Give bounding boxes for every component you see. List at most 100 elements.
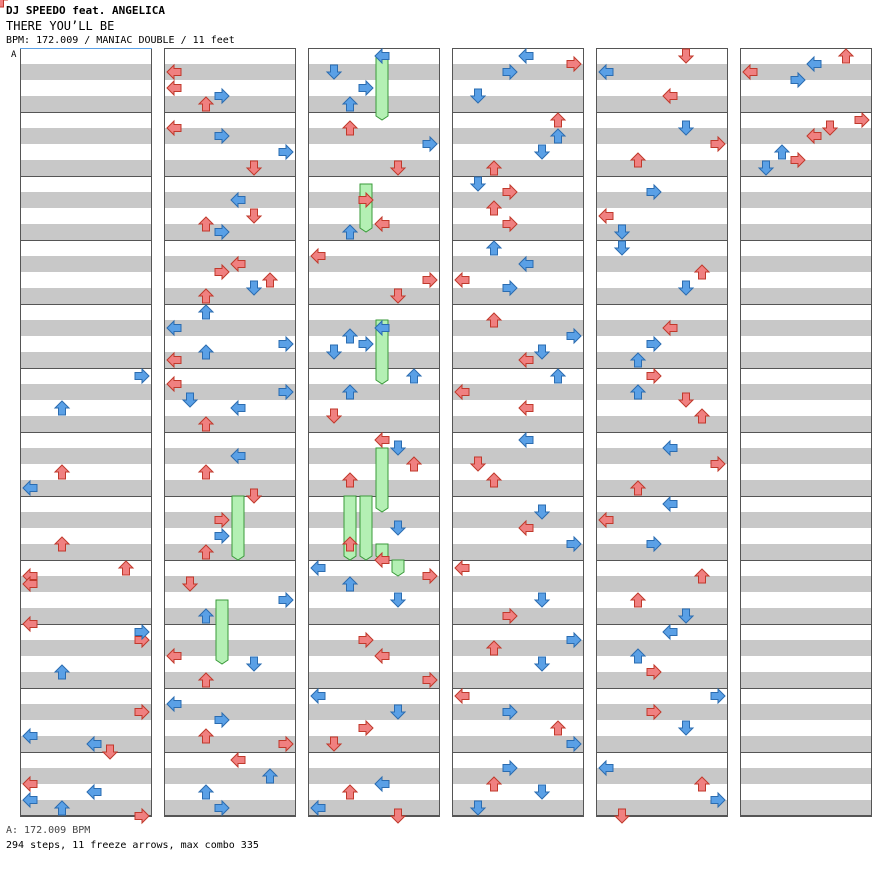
step-arrow — [629, 352, 647, 368]
step-arrow — [245, 208, 263, 224]
step-arrow — [166, 63, 182, 81]
beat-stripe — [308, 384, 440, 400]
beat-stripe — [740, 800, 872, 816]
step-arrow — [197, 728, 215, 744]
step-arrow — [629, 648, 647, 664]
beat-stripe — [740, 224, 872, 240]
step-arrow — [742, 63, 758, 81]
step-arrow — [405, 456, 423, 472]
beat-stripe — [740, 576, 872, 592]
beat-stripe — [452, 704, 584, 720]
step-arrow — [197, 608, 215, 624]
step-arrow — [502, 215, 518, 233]
step-arrow — [518, 519, 534, 537]
beat-stripe — [308, 288, 440, 304]
step-arrow — [0, 0, 9, 8]
step-arrow — [261, 768, 279, 784]
step-arrow — [613, 240, 631, 256]
beat-stripe — [452, 96, 584, 112]
beat-stripe — [308, 608, 440, 624]
beat-stripe — [20, 672, 152, 688]
beat-stripe — [164, 480, 296, 496]
beat-stripe — [452, 192, 584, 208]
step-arrow — [790, 151, 806, 169]
beat-stripe — [164, 288, 296, 304]
step-arrow — [422, 135, 438, 153]
step-arrow — [422, 271, 438, 289]
beat-stripe — [20, 736, 152, 752]
step-arrow — [502, 759, 518, 777]
beat-stripe — [596, 800, 728, 816]
step-arrow — [485, 312, 503, 328]
step-arrow — [693, 264, 711, 280]
beat-stripe — [164, 352, 296, 368]
beat-stripe — [308, 768, 440, 784]
beat-stripe — [596, 192, 728, 208]
beat-stripe — [164, 704, 296, 720]
beat-stripe — [20, 160, 152, 176]
step-arrow — [454, 271, 470, 289]
step-arrow — [166, 79, 182, 97]
step-arrow — [389, 440, 407, 456]
beat-stripe — [164, 256, 296, 272]
step-arrow — [53, 464, 71, 480]
step-arrow — [533, 144, 551, 160]
beat-stripe — [20, 256, 152, 272]
beat-stripe — [20, 512, 152, 528]
step-arrow — [613, 224, 631, 240]
step-arrow — [485, 776, 503, 792]
step-arrow — [389, 808, 407, 824]
beat-stripe — [308, 256, 440, 272]
step-arrow — [389, 520, 407, 536]
beat-stripe — [452, 800, 584, 816]
step-arrow — [533, 784, 551, 800]
step-arrow — [278, 383, 294, 401]
step-arrow — [214, 527, 230, 545]
step-arrow — [422, 567, 438, 585]
beat-stripe — [740, 192, 872, 208]
beat-stripe — [596, 640, 728, 656]
beat-stripe — [740, 544, 872, 560]
step-arrow — [245, 280, 263, 296]
chart-column — [452, 48, 584, 817]
step-arrow — [197, 672, 215, 688]
beat-stripe — [308, 320, 440, 336]
beat-stripe — [20, 416, 152, 432]
beat-stripe — [596, 704, 728, 720]
step-arrow — [197, 544, 215, 560]
step-arrow — [214, 223, 230, 241]
step-arrow — [325, 344, 343, 360]
chart-column — [20, 48, 152, 817]
step-arrow — [341, 536, 359, 552]
step-arrow — [549, 720, 567, 736]
step-arrow — [310, 247, 326, 265]
beat-stripe — [308, 448, 440, 464]
step-arrow — [166, 119, 182, 137]
song-title: THERE YOU’LL BE — [6, 19, 115, 33]
beat-stripe — [740, 608, 872, 624]
beat-stripe — [740, 160, 872, 176]
step-arrow — [261, 272, 279, 288]
step-arrow — [422, 671, 438, 689]
step-arrow — [214, 87, 230, 105]
step-arrow — [214, 263, 230, 281]
step-arrow — [214, 127, 230, 145]
beat-stripe — [164, 128, 296, 144]
freeze-arrow — [375, 55, 389, 121]
beat-stripe — [596, 608, 728, 624]
step-arrow — [566, 735, 582, 753]
beat-stripe — [308, 128, 440, 144]
step-arrow — [629, 480, 647, 496]
beat-stripe — [596, 416, 728, 432]
beat-stripe — [308, 224, 440, 240]
beat-stripe — [20, 768, 152, 784]
beat-stripe — [308, 576, 440, 592]
step-arrow — [278, 335, 294, 353]
beat-stripe — [596, 160, 728, 176]
step-arrow — [485, 240, 503, 256]
step-arrow — [485, 160, 503, 176]
bpm-summary: A: 172.009 BPM — [6, 825, 91, 836]
step-arrow — [245, 160, 263, 176]
step-arrow — [518, 351, 534, 369]
step-arrow — [389, 160, 407, 176]
